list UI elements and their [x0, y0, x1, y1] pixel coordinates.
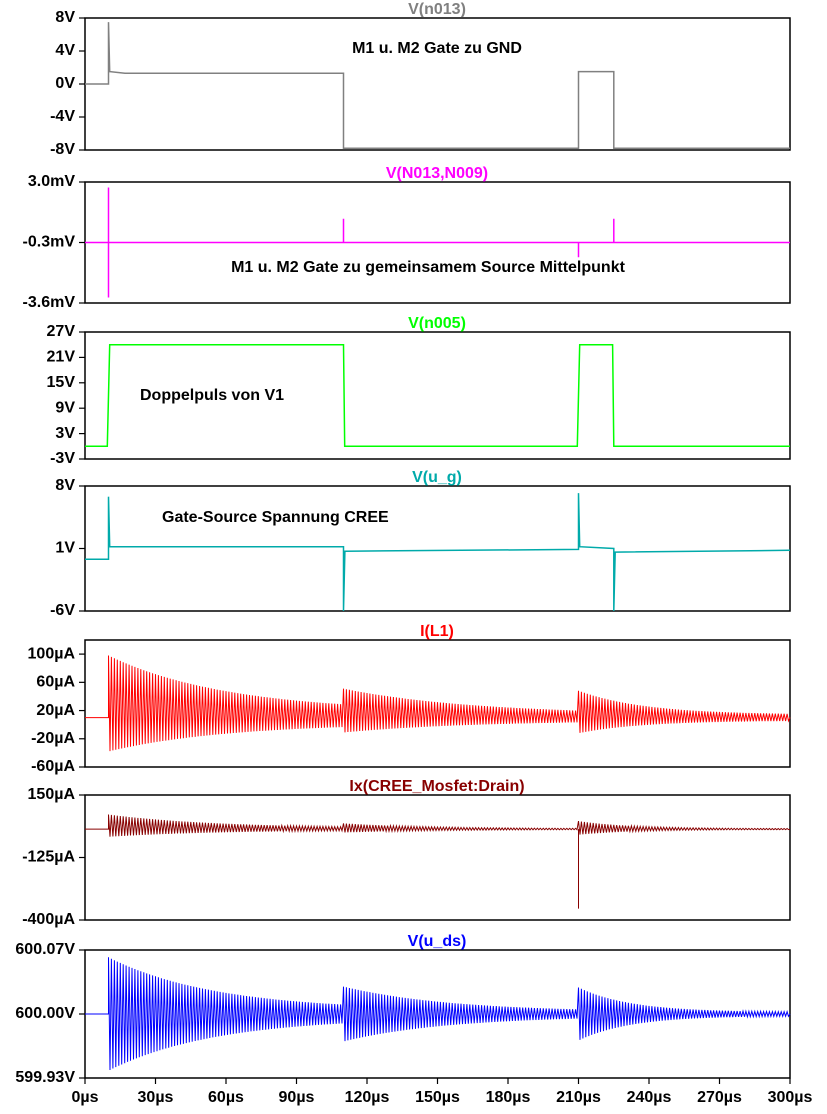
- y-tick-label: 21V: [47, 349, 76, 366]
- y-tick-label: -3.6mV: [23, 294, 76, 311]
- y-tick-label: 3V: [55, 425, 75, 442]
- series-line: [85, 957, 791, 1071]
- series-line: [85, 187, 790, 298]
- x-tick-label: 240µs: [627, 1089, 672, 1106]
- panel-frame: [84, 639, 791, 768]
- y-tick-label: 600.07V: [15, 941, 75, 958]
- x-tick-label: 120µs: [345, 1089, 390, 1106]
- panel-title: Ix(CREE_Mosfet:Drain): [349, 778, 524, 795]
- y-tick-label: 8V: [55, 9, 75, 26]
- panel-title: V(u_g): [412, 469, 462, 486]
- series-line: [85, 655, 791, 752]
- x-tick-label: 150µs: [415, 1089, 460, 1106]
- panel-annotation: M1 u. M2 Gate zu GND: [352, 40, 522, 57]
- panel-title: V(n005): [408, 315, 466, 332]
- y-tick-label: 3.0mV: [28, 173, 75, 190]
- panel-annotation: Doppelpuls von V1: [140, 387, 284, 404]
- x-tick-label: 270µs: [697, 1089, 742, 1106]
- panel-annotation: M1 u. M2 Gate zu gemeinsamem Source Mitt…: [231, 259, 626, 276]
- panel-annotation: Gate-Source Spannung CREE: [162, 509, 389, 526]
- y-tick-label: -4V: [50, 108, 75, 125]
- series-line: [85, 22, 790, 150]
- x-tick-label: 210µs: [556, 1089, 601, 1106]
- y-tick-label: 0V: [55, 75, 75, 92]
- y-tick-label: 150µA: [28, 786, 76, 803]
- y-tick-label: 20µA: [36, 702, 75, 719]
- y-tick-label: 15V: [47, 374, 76, 391]
- series-line: [85, 493, 791, 612]
- panel-frame: [84, 794, 791, 921]
- y-tick-label: -60µA: [31, 758, 75, 775]
- x-tick-label: 60µs: [208, 1089, 244, 1106]
- y-tick-label: 599.93V: [15, 1069, 75, 1086]
- y-tick-label: -125µA: [22, 849, 75, 866]
- x-tick-label: 180µs: [486, 1089, 531, 1106]
- x-tick-label: 0µs: [71, 1089, 98, 1106]
- panel-title: V(N013,N009): [386, 165, 488, 182]
- panel-title: V(n013): [408, 1, 466, 18]
- y-tick-label: -400µA: [22, 911, 75, 928]
- panel-frame: [84, 331, 791, 460]
- x-tick-label: 300µs: [768, 1089, 813, 1106]
- panel-frame: [84, 17, 791, 151]
- y-tick-label: 60µA: [36, 674, 75, 691]
- y-tick-label: 100µA: [28, 645, 76, 662]
- y-tick-label: 9V: [55, 399, 75, 416]
- series-line: [85, 343, 790, 448]
- y-tick-label: -6V: [50, 602, 75, 619]
- y-tick-label: 8V: [55, 477, 75, 494]
- y-tick-label: -8V: [50, 141, 75, 158]
- y-tick-label: -3V: [50, 450, 75, 467]
- series-line: [85, 814, 791, 909]
- y-tick-label: 4V: [55, 42, 75, 59]
- y-tick-label: -0.3mV: [23, 234, 76, 251]
- y-tick-label: 600.00V: [15, 1005, 75, 1022]
- y-tick-label: 27V: [47, 323, 76, 340]
- panel-frame: [84, 949, 791, 1079]
- y-tick-label: 1V: [55, 540, 75, 557]
- panel-frame: [84, 485, 791, 612]
- panel-title: V(u_ds): [408, 933, 467, 950]
- x-tick-label: 90µs: [279, 1089, 315, 1106]
- x-tick-label: 30µs: [138, 1089, 174, 1106]
- panel-title: I(L1): [420, 623, 454, 640]
- y-tick-label: -20µA: [31, 730, 75, 747]
